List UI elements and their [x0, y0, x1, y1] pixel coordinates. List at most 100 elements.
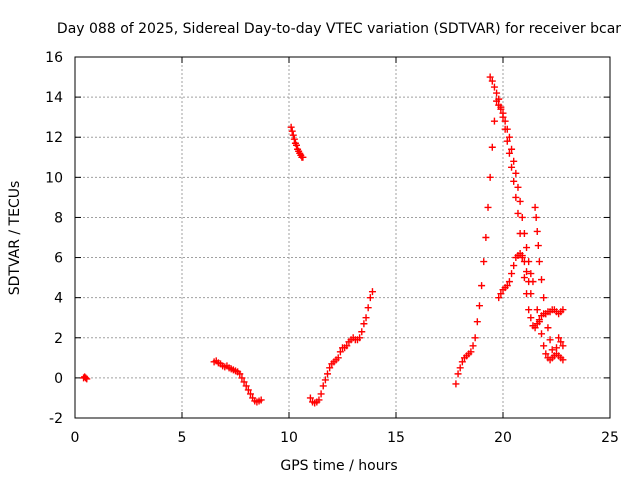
data-point	[542, 350, 550, 358]
data-point	[497, 290, 505, 298]
data-point	[531, 324, 539, 332]
data-point	[534, 242, 542, 250]
data-point	[488, 143, 496, 151]
x-tick-label: 20	[494, 430, 512, 446]
y-tick-labels: -2 0 2 4 6 8 10 12 14 16	[45, 50, 63, 427]
plot-frame	[74, 56, 611, 419]
data-point	[542, 310, 550, 318]
data-point	[510, 157, 518, 165]
data-point	[288, 127, 296, 135]
data-point	[242, 382, 250, 390]
data-point	[486, 173, 494, 181]
data-point	[503, 137, 511, 145]
y-tick-label: 4	[54, 291, 63, 307]
data-point	[82, 374, 90, 382]
data-point	[546, 336, 554, 344]
data-point	[299, 153, 307, 161]
x-tick-label: 0	[71, 430, 80, 446]
data-point	[512, 169, 520, 177]
data-point	[503, 282, 511, 290]
data-point	[246, 390, 254, 398]
data-point	[499, 109, 507, 117]
data-point	[478, 282, 486, 290]
y-tick-label: 16	[45, 50, 63, 66]
data-point	[456, 364, 464, 372]
x-tick-label: 10	[280, 430, 298, 446]
data-point	[240, 378, 248, 386]
data-point	[548, 346, 556, 354]
data-point	[559, 306, 567, 314]
data-point	[319, 382, 327, 390]
data-point	[540, 342, 548, 350]
series-seg6	[486, 73, 537, 286]
data-point	[484, 203, 492, 211]
x-axis-label: GPS time / hours	[280, 458, 397, 474]
data-point	[495, 95, 503, 103]
data-point	[452, 380, 460, 388]
data-point	[505, 133, 513, 141]
data-point	[510, 262, 518, 270]
data-point	[364, 304, 372, 312]
y-tick-label: 6	[54, 251, 63, 267]
data-point	[535, 318, 543, 326]
data-point	[471, 334, 479, 342]
x-tick-label: 5	[178, 430, 187, 446]
data-point	[257, 396, 265, 404]
data-point	[343, 342, 351, 350]
x-tick-label: 25	[601, 430, 619, 446]
data-point	[334, 354, 342, 362]
data-point	[469, 342, 477, 350]
data-point	[523, 268, 531, 276]
data-point	[527, 314, 535, 322]
data-point	[289, 131, 297, 139]
data-point	[557, 338, 565, 346]
data-point	[360, 320, 368, 328]
data-point	[535, 258, 543, 266]
series-seg9	[533, 306, 567, 364]
data-point	[473, 318, 481, 326]
data-point	[486, 73, 494, 81]
data-point	[458, 358, 466, 366]
grid	[75, 57, 610, 418]
data-point	[527, 290, 535, 298]
data-point	[525, 306, 533, 314]
y-tick-label: 2	[54, 331, 63, 347]
data-point	[508, 163, 516, 171]
data-point	[533, 306, 541, 314]
data-point	[520, 274, 528, 282]
data-point	[501, 117, 509, 125]
data-point	[514, 183, 522, 191]
data-point	[532, 213, 540, 221]
data-point	[326, 364, 334, 372]
data-point	[516, 197, 524, 205]
axis-ticks	[74, 56, 611, 419]
data-point	[287, 123, 295, 131]
y-tick-label: 8	[54, 210, 63, 226]
data-point	[538, 276, 546, 284]
y-tick-label: 10	[45, 170, 63, 186]
data-point	[467, 348, 475, 356]
data-point	[531, 203, 539, 211]
data-point	[508, 270, 516, 278]
data-point	[368, 288, 376, 296]
data-point	[505, 278, 513, 286]
data-point	[366, 294, 374, 302]
data-point	[83, 375, 91, 383]
data-point	[306, 394, 314, 402]
data-point	[512, 193, 520, 201]
series-seg8	[531, 203, 567, 360]
y-tick-label: 14	[45, 90, 63, 106]
data-point	[317, 390, 325, 398]
x-tick-labels: 0 5 10 15 20 25	[71, 430, 619, 446]
data-point	[505, 149, 513, 157]
data-point	[290, 135, 298, 143]
data-point	[503, 125, 511, 133]
data-point	[508, 145, 516, 153]
data-point	[480, 258, 488, 266]
data-point	[540, 294, 548, 302]
series-seg4	[306, 288, 376, 407]
data-point	[525, 278, 533, 286]
data-point	[321, 376, 329, 384]
data-point	[292, 141, 300, 149]
